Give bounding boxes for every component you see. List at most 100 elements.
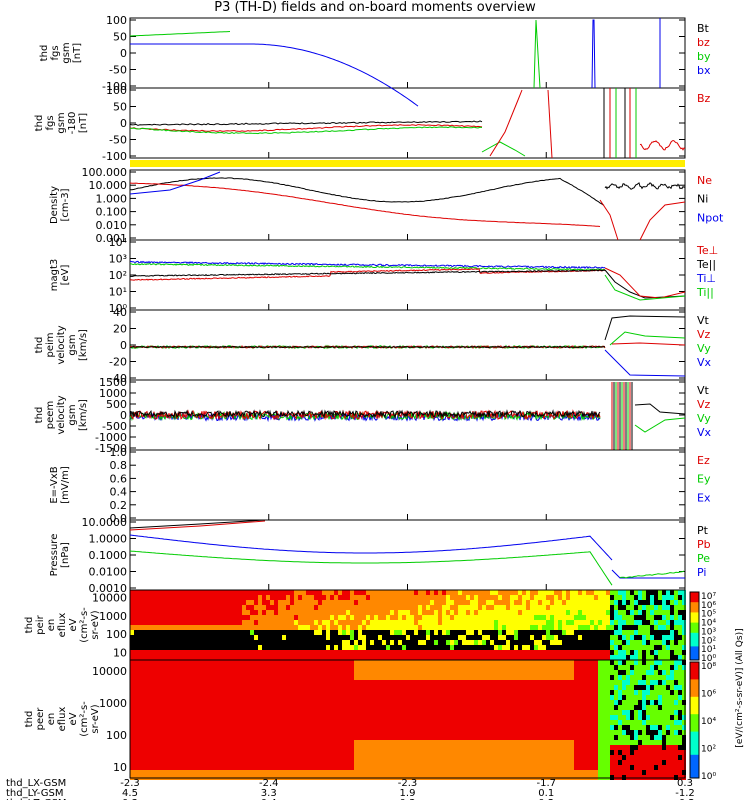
spectrogram-cell: [398, 735, 402, 740]
spectrogram-cell: [434, 595, 438, 600]
spectrogram-cell: [238, 650, 242, 655]
spectrogram-cell: [186, 590, 190, 595]
spectrogram-cell: [674, 635, 678, 640]
spectrogram-cell: [402, 730, 406, 735]
spectrogram-cell: [598, 650, 602, 655]
spectrogram-cell: [338, 660, 342, 665]
spectrogram-cell: [530, 695, 534, 700]
spectrogram-cell: [186, 600, 190, 605]
spectrogram-cell: [242, 710, 246, 715]
spectrogram-cell: [582, 630, 586, 635]
spectrogram-cell: [566, 710, 570, 715]
spectrogram-cell: [582, 605, 586, 610]
spectrogram-cell: [542, 630, 546, 635]
spectrogram-cell: [274, 665, 278, 670]
spectrogram-cell: [358, 640, 362, 645]
spectrogram-cell: [386, 675, 390, 680]
spectrogram-cell: [254, 640, 258, 645]
spectrogram-cell: [466, 635, 470, 640]
spectrogram-cell: [574, 590, 578, 595]
spectrogram-cell: [630, 610, 634, 615]
spectrogram-cell: [134, 700, 138, 705]
spectrogram-cell: [474, 765, 478, 770]
spectrogram-cell: [210, 770, 214, 775]
spectrogram-cell: [422, 610, 426, 615]
spectrogram-cell: [382, 690, 386, 695]
spectrogram-cell: [458, 665, 462, 670]
spectrogram-cell: [210, 605, 214, 610]
spectrogram-cell: [194, 625, 198, 630]
spectrogram-cell: [478, 630, 482, 635]
spectrogram-cell: [338, 630, 342, 635]
spectrogram-cell: [434, 690, 438, 695]
spectrogram-cell: [402, 690, 406, 695]
spectrogram-cell: [262, 680, 266, 685]
spectrogram-cell: [226, 610, 230, 615]
spectrogram-cell: [150, 770, 154, 775]
spectrogram-cell: [622, 635, 626, 640]
y-tick-label: -1000: [95, 431, 127, 444]
spectrogram-cell: [526, 615, 530, 620]
spectrogram-cell: [662, 650, 666, 655]
spectrogram-cell: [178, 710, 182, 715]
spectrogram-cell: [314, 675, 318, 680]
spectrogram-cell: [254, 675, 258, 680]
spectrogram-cell: [374, 595, 378, 600]
spectrogram-cell: [338, 700, 342, 705]
spectrogram-cell: [386, 770, 390, 775]
spectrogram-cell: [418, 735, 422, 740]
spectrogram-cell: [650, 635, 654, 640]
spectrogram-cell: [630, 645, 634, 650]
spectrogram-cell: [594, 620, 598, 625]
spectrogram-cell: [666, 625, 670, 630]
spectrogram-cell: [310, 630, 314, 635]
spectrogram-cell: [414, 695, 418, 700]
spectrogram-cell: [458, 635, 462, 640]
spectrogram-cell: [194, 770, 198, 775]
spectrogram-cell: [262, 715, 266, 720]
spectrogram-cell: [446, 770, 450, 775]
spectrogram-cell: [434, 740, 438, 745]
spectrogram-cell: [450, 675, 454, 680]
spectrogram-cell: [150, 660, 154, 665]
spectrogram-cell: [190, 695, 194, 700]
spectrogram-cell: [238, 640, 242, 645]
spectrogram-cell: [278, 720, 282, 725]
spectrogram-cell: [530, 700, 534, 705]
spectrogram-cell: [206, 720, 210, 725]
spectrogram-cell: [526, 660, 530, 665]
spectrogram-cell: [226, 765, 230, 770]
spectrogram-cell: [270, 765, 274, 770]
spectrogram-cell: [194, 660, 198, 665]
spectrogram-cell: [438, 680, 442, 685]
spectrogram-cell: [326, 740, 330, 745]
spectrogram-cell: [422, 590, 426, 595]
spectrogram-cell: [218, 770, 222, 775]
spectrogram-cell: [374, 695, 378, 700]
spectrogram-cell: [250, 720, 254, 725]
spectrogram-cell: [142, 700, 146, 705]
spectrogram-cell: [410, 760, 414, 765]
spectrogram-cell: [158, 655, 162, 660]
spectrogram-cell: [222, 735, 226, 740]
spectrogram-cell: [498, 765, 502, 770]
spectrogram-cell: [314, 650, 318, 655]
spectrogram-cell: [190, 620, 194, 625]
spectrogram-cell: [382, 710, 386, 715]
spectrogram-cell: [506, 740, 510, 745]
spectrogram-cell: [234, 690, 238, 695]
spectrogram-cell: [522, 600, 526, 605]
spectrogram-cell: [482, 630, 486, 635]
spectrogram-cell: [262, 720, 266, 725]
spectrogram-cell: [330, 690, 334, 695]
spectrogram-cell: [502, 750, 506, 755]
spectrogram-cell: [142, 620, 146, 625]
spectrogram-cell: [290, 620, 294, 625]
series-Bz-rise: [489, 89, 523, 157]
spectrogram-cell: [330, 615, 334, 620]
spectrogram-cell: [446, 740, 450, 745]
spectrogram-cell: [486, 670, 490, 675]
spectrogram-cell: [550, 720, 554, 725]
spectrogram-cell: [442, 750, 446, 755]
spectrogram-cell: [506, 705, 510, 710]
